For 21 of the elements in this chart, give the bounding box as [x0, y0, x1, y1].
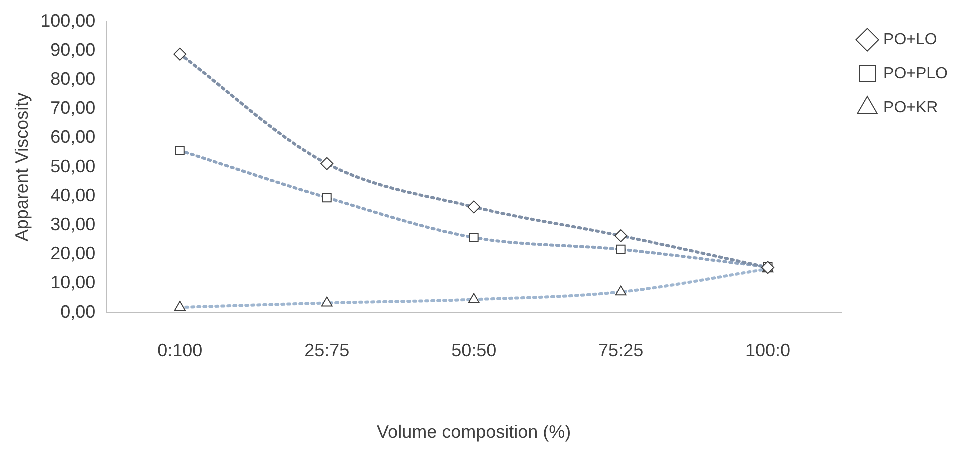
y-tick-label: 10,00 — [50, 272, 96, 293]
y-tick-label: 30,00 — [50, 214, 96, 234]
x-tick-label: 0:100 — [158, 340, 203, 361]
y-tick-label: 80,00 — [50, 68, 96, 89]
y-tick-label: 70,00 — [50, 98, 96, 118]
x-tick-label: 25:75 — [304, 340, 350, 361]
y-axis-title: Apparent Viscosity — [12, 92, 32, 242]
y-tick-label: 20,00 — [50, 244, 96, 264]
x-tick-label: 75:25 — [598, 340, 644, 361]
y-tick-label: 40,00 — [50, 185, 96, 206]
y-tick-label: 90,00 — [50, 40, 96, 60]
x-tick-label: 50:50 — [452, 340, 497, 361]
x-tick-label: 100:0 — [746, 340, 791, 361]
y-tick-label: 60,00 — [50, 127, 96, 148]
legend-label: PO+PLO — [884, 65, 948, 82]
x-axis-title: Volume composition (%) — [377, 422, 572, 442]
y-tick-label: 50,00 — [50, 156, 96, 176]
y-tick-label: 0,00 — [60, 302, 96, 322]
y-tick-label: 100,00 — [40, 10, 96, 31]
legend-label: PO+KR — [884, 99, 938, 116]
legend-label: PO+LO — [884, 31, 938, 48]
